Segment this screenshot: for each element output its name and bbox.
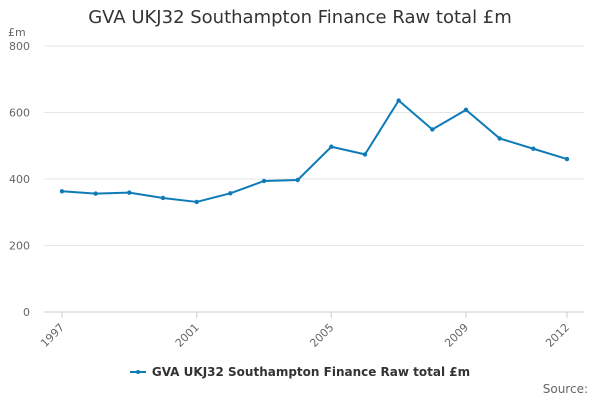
data-point[interactable] bbox=[295, 177, 300, 183]
x-tick-label: 1997 bbox=[38, 321, 67, 350]
data-point[interactable] bbox=[497, 136, 502, 141]
y-tick-label: 400 bbox=[9, 173, 30, 186]
data-point[interactable] bbox=[463, 107, 469, 113]
data-point[interactable] bbox=[261, 178, 267, 184]
y-axis-tick-labels: 0 200 400 600 800 bbox=[9, 40, 30, 319]
data-point[interactable] bbox=[160, 195, 166, 201]
y-axis-unit: £m bbox=[8, 26, 26, 39]
data-point[interactable] bbox=[396, 98, 401, 103]
data-point[interactable] bbox=[329, 144, 334, 149]
series-line bbox=[61, 99, 568, 203]
y-tick-label: 800 bbox=[9, 40, 30, 53]
y-tick-label: 600 bbox=[9, 107, 30, 120]
x-tick-label: 2009 bbox=[442, 321, 471, 350]
x-tick-label: 2012 bbox=[543, 321, 572, 350]
series-group bbox=[59, 98, 570, 205]
grid-lines bbox=[44, 45, 584, 246]
legend-label: GVA UKJ32 Southampton Finance Raw total … bbox=[151, 365, 471, 379]
data-point[interactable] bbox=[228, 191, 233, 196]
data-point[interactable] bbox=[127, 190, 132, 195]
x-axis bbox=[44, 311, 584, 318]
data-point[interactable] bbox=[564, 156, 570, 162]
data-point[interactable] bbox=[362, 152, 368, 157]
x-tick-label: 2001 bbox=[173, 321, 202, 350]
legend[interactable]: GVA UKJ32 Southampton Finance Raw total … bbox=[0, 365, 600, 379]
data-point[interactable] bbox=[531, 146, 536, 151]
data-point[interactable] bbox=[59, 189, 65, 194]
data-point[interactable] bbox=[430, 127, 435, 132]
x-tick-label: 2005 bbox=[307, 321, 336, 350]
data-point[interactable] bbox=[93, 191, 98, 196]
chart-title: GVA UKJ32 Southampton Finance Raw total … bbox=[88, 7, 512, 28]
source-label: Source: bbox=[542, 382, 588, 396]
y-tick-label: 200 bbox=[9, 240, 30, 253]
x-axis-tick-labels: 1997 2001 2005 2009 2012 bbox=[38, 321, 572, 350]
legend-marker-icon bbox=[129, 367, 146, 377]
data-point[interactable] bbox=[194, 199, 199, 205]
y-tick-label: 0 bbox=[23, 306, 30, 319]
